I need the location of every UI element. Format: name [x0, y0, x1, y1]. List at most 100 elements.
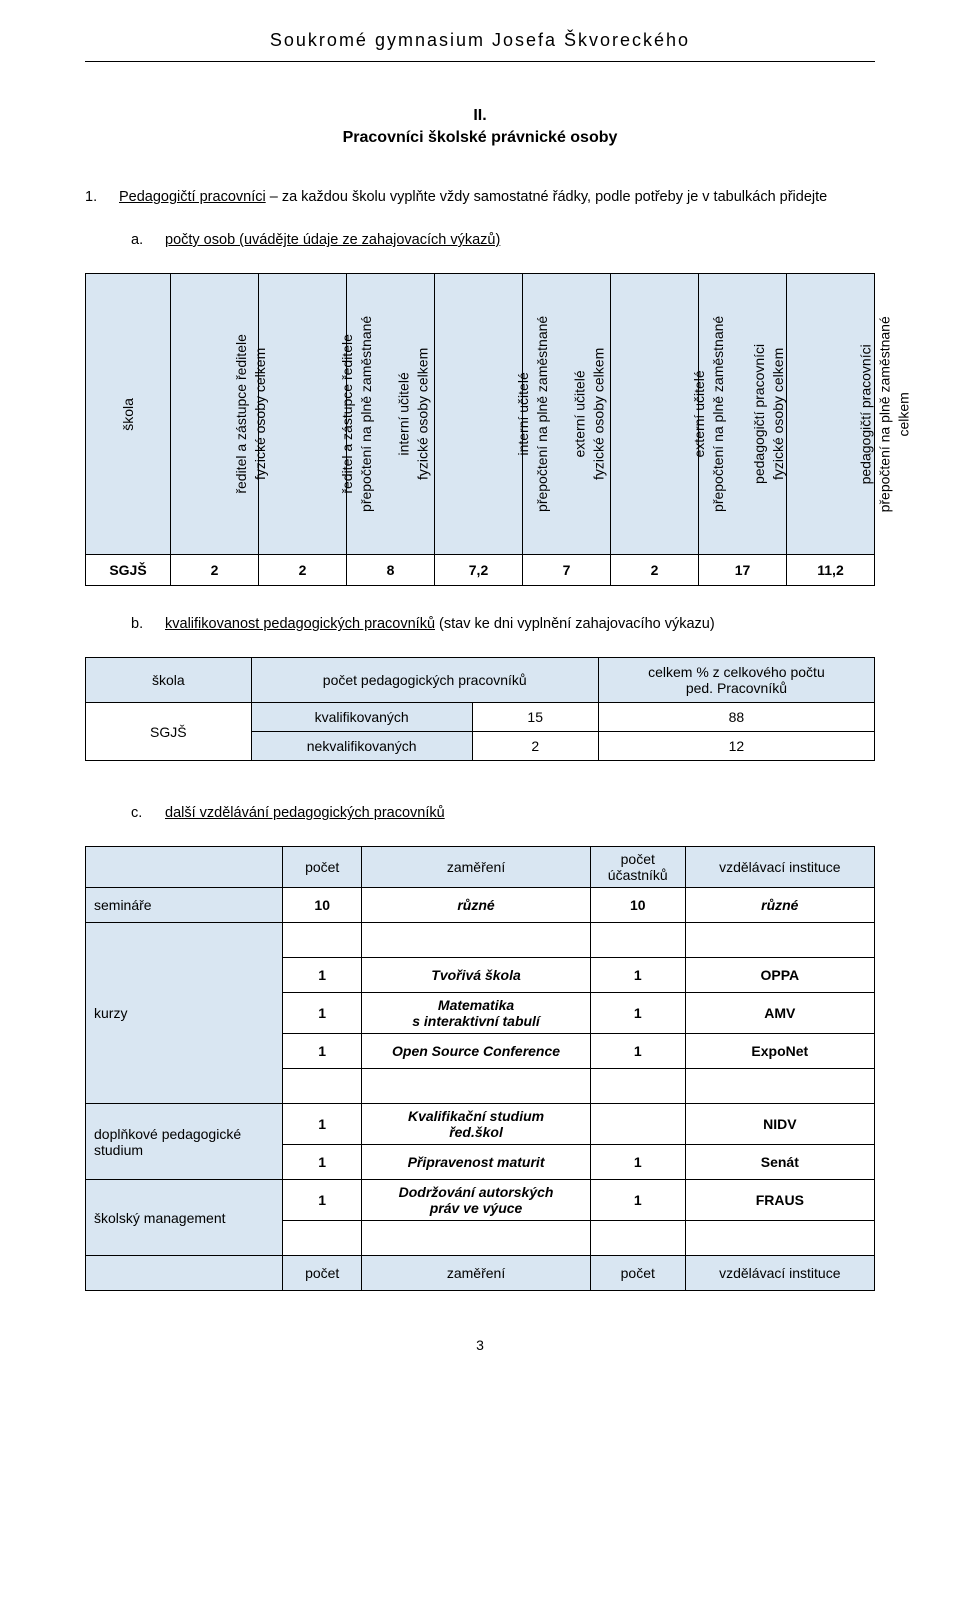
train-m1-3: FRAUS [685, 1180, 874, 1221]
item-1: 1. Pedagogičtí pracovníci – za každou šk… [85, 187, 875, 208]
train-h-focus: zaměření [362, 847, 591, 888]
item-1-rest: – za každou školu vyplňte vždy samostatn… [266, 189, 828, 205]
table-counts-cell-4: 7,2 [435, 555, 523, 586]
train-foot-row: počet zaměření počet vzdělávací instituc… [86, 1256, 875, 1291]
train-f-blank [86, 1256, 283, 1291]
qual-h-school: škola [86, 658, 252, 703]
qual-r2-label: nekvalifikovaných [251, 732, 472, 761]
train-row-seminare: semináře 10 různé 10 různé [86, 888, 875, 923]
train-m1-l2: práv ve výuce [430, 1200, 523, 1216]
table-counts-cell-6: 2 [611, 555, 699, 586]
qual-r1-label: kvalifikovaných [251, 703, 472, 732]
train-d1-1: Kvalifikační studium řed.škol [362, 1104, 591, 1145]
train-k2-0: 1 [283, 993, 362, 1034]
table-counts-header-label-0: škola [119, 398, 138, 431]
train-dopl-l1: doplňkové pedagogické [94, 1126, 241, 1142]
item-c: c. další vzdělávání pedagogických pracov… [85, 803, 875, 824]
table-counts-cell-5: 7 [523, 555, 611, 586]
train-k1-0: 1 [283, 958, 362, 993]
table-training: počet zaměření počet účastníků vzdělávac… [85, 846, 875, 1291]
section-number: II. [85, 107, 875, 125]
table-counts-header-4: interní učitelépřepočtení na plně zaměst… [435, 274, 523, 555]
item-1-lead: Pedagogičtí pracovníci [119, 189, 266, 205]
train-sem-2: 10 [590, 888, 685, 923]
train-h-inst: vzdělávací instituce [685, 847, 874, 888]
train-f-1: počet [283, 1256, 362, 1291]
table-counts-header-label-6: externí učitelépřepočtení na plně zaměst… [690, 316, 728, 512]
train-k2-l2: s interaktivní tabulí [412, 1013, 540, 1029]
train-f-4: vzdělávací instituce [685, 1256, 874, 1291]
table-counts: škola ředitel a zástupce ředitelefyzické … [85, 273, 875, 586]
item-a-number: a. [131, 230, 165, 251]
qual-h-pct: celkem % z celkového počtu ped. Pracovní… [598, 658, 874, 703]
train-k2-l1: Matematika [438, 997, 514, 1013]
table-counts-header-label-1: ředitel a zástupce ředitelefyzické osoby… [232, 334, 270, 494]
qual-h-pct-l2: ped. Pracovníků [686, 680, 787, 696]
train-sem-0: 10 [283, 888, 362, 923]
table-counts-header-1: ředitel a zástupce ředitelefyzické osoby… [171, 274, 259, 555]
train-d1-l2: řed.škol [449, 1124, 503, 1140]
table-counts-header-label-7: pedagogičtí pracovnícifyzické osoby celk… [750, 344, 788, 484]
qual-r2-n: 2 [472, 732, 598, 761]
table-counts-cell-2: 2 [259, 555, 347, 586]
item-c-text: další vzdělávání pedagogických pracovník… [165, 803, 875, 824]
item-c-underline: další vzdělávání pedagogických pracovník… [165, 805, 445, 821]
train-kurzy-spacer-top: kurzy [86, 923, 875, 958]
train-k1-3: OPPA [685, 958, 874, 993]
item-1-text: Pedagogičtí pracovníci – za každou školu… [119, 187, 875, 208]
item-a-underline: počty osob (uvádějte údaje ze zahajovací… [165, 232, 500, 248]
train-m1-0: 1 [283, 1180, 362, 1221]
train-m1: školský management 1 Dodržování autorský… [86, 1180, 875, 1221]
train-k3-3: ExpoNet [685, 1034, 874, 1069]
table-counts-cell-8: 11,2 [787, 555, 875, 586]
table-counts-header-label-3: interní učiteléfyzické osoby celkem [394, 348, 432, 480]
qual-r1-pct: 88 [598, 703, 874, 732]
train-sem-1: různé [362, 888, 591, 923]
train-f-3: počet [590, 1256, 685, 1291]
table-counts-header-0: škola [86, 274, 171, 555]
table-qualification: škola počet pedagogických pracovníků cel… [85, 657, 875, 761]
table-counts-cell-1: 2 [171, 555, 259, 586]
table-counts-header-label-2: ředitel a zástupce ředitelepřepočtení na… [338, 316, 376, 512]
train-d2-2: 1 [590, 1145, 685, 1180]
item-a-text: počty osob (uvádějte údaje ze zahajovací… [165, 230, 875, 251]
train-d2-0: 1 [283, 1145, 362, 1180]
section-title: Pracovníci školské právnické osoby [85, 129, 875, 147]
table-counts-data-row: SGJŠ2287,2721711,2 [86, 555, 875, 586]
train-seminare-label: semináře [86, 888, 283, 923]
table-qual-head-row: škola počet pedagogických pracovníků cel… [86, 658, 875, 703]
qual-h-count: počet pedagogických pracovníků [251, 658, 598, 703]
train-f-2: zaměření [362, 1256, 591, 1291]
train-head-row: počet zaměření počet účastníků vzdělávac… [86, 847, 875, 888]
page-number: 3 [85, 1337, 875, 1353]
train-d2-1: Připravenost maturit [362, 1145, 591, 1180]
train-kurzy-label: kurzy [86, 923, 283, 1104]
item-b-text: kvalifikovanost pedagogických pracovníků… [165, 614, 875, 635]
train-m1-l1: Dodržování autorských [399, 1184, 554, 1200]
item-b-number: b. [131, 614, 165, 635]
table-counts-header-label-5: externí učiteléfyzické osoby celkem [570, 348, 608, 480]
train-d1-3: NIDV [685, 1104, 874, 1145]
train-mgmt-label: školský management [86, 1180, 283, 1256]
item-a: a. počty osob (uvádějte údaje ze zahajov… [85, 230, 875, 251]
train-m1-1: Dodržování autorských práv ve výuce [362, 1180, 591, 1221]
table-counts-cell-7: 17 [699, 555, 787, 586]
qual-r2-pct: 12 [598, 732, 874, 761]
train-k3-2: 1 [590, 1034, 685, 1069]
train-dopl-label: doplňkové pedagogické studium [86, 1104, 283, 1180]
item-c-number: c. [131, 803, 165, 824]
qual-r1-n: 15 [472, 703, 598, 732]
header-divider [85, 61, 875, 62]
qual-row-1: SGJŠ kvalifikovaných 15 88 [86, 703, 875, 732]
train-k2-2: 1 [590, 993, 685, 1034]
item-b-rest: (stav ke dni vyplnění zahajovacího výkaz… [435, 616, 715, 632]
table-counts-header-2: ředitel a zástupce ředitelepřepočtení na… [259, 274, 347, 555]
train-h-part-l1: počet [621, 851, 655, 867]
table-counts-header-label-4: interní učitelépřepočtení na plně zaměst… [514, 316, 552, 512]
train-dopl-l2: studium [94, 1142, 143, 1158]
table-counts-header-label-8: pedagogičtí pracovnícipřepočtení na plně… [857, 316, 914, 512]
train-h-blank [86, 847, 283, 888]
item-b-lead: kvalifikovanost pedagogických pracovníků [165, 616, 435, 632]
train-k1-1: Tvořivá škola [362, 958, 591, 993]
train-d2-3: Senát [685, 1145, 874, 1180]
